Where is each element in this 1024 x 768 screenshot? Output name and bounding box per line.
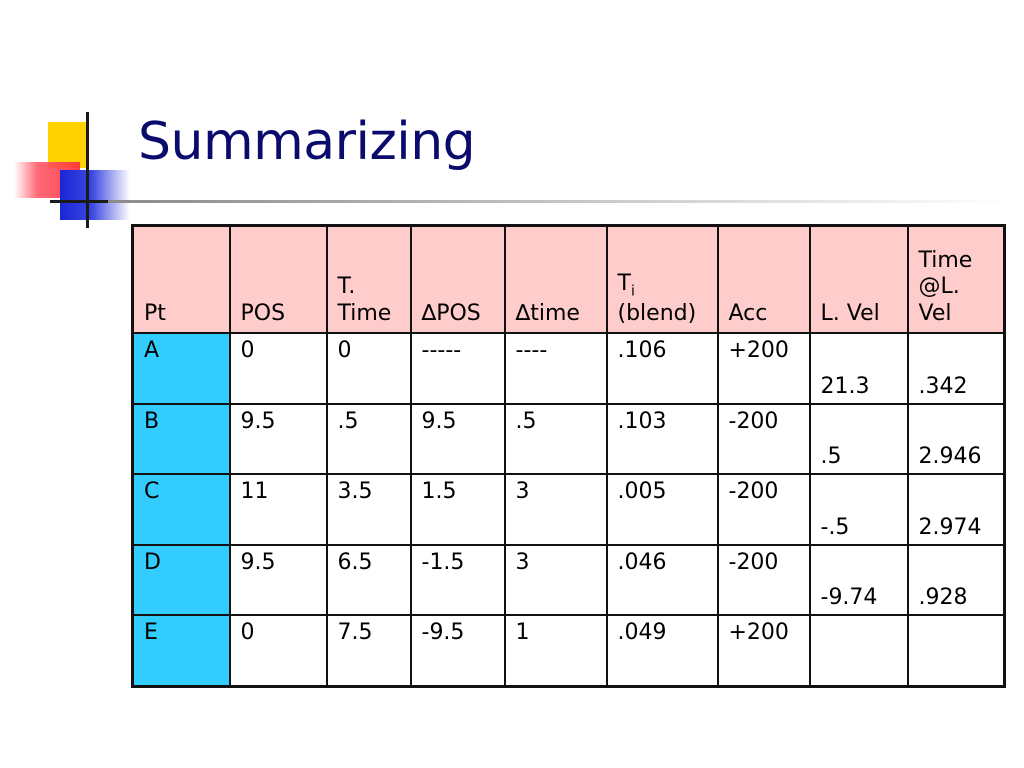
cell-time-at-l-vel: .342 bbox=[906, 332, 1006, 405]
header-t-time: T. Time bbox=[325, 224, 412, 334]
cell-delta-time: .5 bbox=[503, 402, 608, 476]
cell-delta-time: 3 bbox=[503, 543, 608, 617]
cell-delta-pos: -1.5 bbox=[409, 543, 506, 617]
cell-pt: E bbox=[131, 614, 231, 688]
cell-delta-time: 1 bbox=[503, 614, 608, 688]
header-time-at-l-vel: Time @L. Vel bbox=[906, 224, 1006, 334]
table-row: A 0 0 ----- ---- .106 +200 21.3 .342 bbox=[131, 332, 1006, 405]
cell-pos: 9.5 bbox=[228, 543, 328, 617]
vertical-rule-decoration bbox=[86, 112, 89, 228]
cell-delta-time: 3 bbox=[503, 473, 608, 546]
cell-acc: +200 bbox=[716, 614, 811, 688]
cell-delta-pos: ----- bbox=[409, 332, 506, 405]
table-row: B 9.5 .5 9.5 .5 .103 -200 .5 2.946 bbox=[131, 402, 1006, 476]
cell-time-at-l-vel: .928 bbox=[906, 543, 1006, 617]
header-pos: POS bbox=[228, 224, 328, 334]
cell-ti-blend: .103 bbox=[605, 402, 719, 476]
yellow-square-decoration bbox=[48, 122, 88, 168]
cell-pt: B bbox=[131, 402, 231, 476]
header-time-at-l-vel-line2: @L. bbox=[918, 274, 960, 300]
cell-t-time: 6.5 bbox=[325, 543, 412, 617]
cell-t-time: 0 bbox=[325, 332, 412, 405]
header-ti-main: T bbox=[617, 271, 631, 297]
cell-delta-pos: 9.5 bbox=[409, 402, 506, 476]
cell-ti-blend: .005 bbox=[605, 473, 719, 546]
cell-l-vel: .5 bbox=[808, 402, 909, 476]
header-time-at-l-vel-line1: Time bbox=[918, 247, 973, 273]
cell-pt: C bbox=[131, 473, 231, 546]
header-row: Pt POS T. Time ∆POS ∆time Ti (blend) Acc… bbox=[131, 224, 1006, 334]
cell-l-vel: -.5 bbox=[808, 473, 909, 546]
cell-ti-blend: .046 bbox=[605, 543, 719, 617]
cell-l-vel: 21.3 bbox=[808, 332, 909, 405]
header-time-at-l-vel-line3: Vel bbox=[918, 300, 952, 326]
table-row: D 9.5 6.5 -1.5 3 .046 -200 -9.74 .928 bbox=[131, 543, 1006, 617]
header-delta-time: ∆time bbox=[503, 224, 608, 334]
header-acc: Acc bbox=[716, 224, 811, 334]
horizontal-rule-dark-decoration bbox=[50, 200, 130, 203]
title-underline bbox=[108, 200, 1010, 203]
cell-ti-blend: .049 bbox=[605, 614, 719, 688]
cell-acc: -200 bbox=[716, 473, 811, 546]
table-row: C 11 3.5 1.5 3 .005 -200 -.5 2.974 bbox=[131, 473, 1006, 546]
cell-pos: 11 bbox=[228, 473, 328, 546]
cell-pos: 0 bbox=[228, 332, 328, 405]
cell-t-time: .5 bbox=[325, 402, 412, 476]
cell-time-at-l-vel: 2.946 bbox=[906, 402, 1006, 476]
header-t-time-line2: Time bbox=[337, 300, 392, 326]
cell-acc: +200 bbox=[716, 332, 811, 405]
cell-l-vel: -9.74 bbox=[808, 543, 909, 617]
header-ti-blend: Ti (blend) bbox=[605, 224, 719, 334]
cell-time-at-l-vel: 2.974 bbox=[906, 473, 1006, 546]
cell-pos: 9.5 bbox=[228, 402, 328, 476]
cell-ti-blend: .106 bbox=[605, 332, 719, 405]
cell-time-at-l-vel bbox=[906, 614, 1006, 688]
cell-delta-time: ---- bbox=[503, 332, 608, 405]
blue-square-decoration bbox=[60, 170, 130, 220]
summary-table: Pt POS T. Time ∆POS ∆time Ti (blend) Acc… bbox=[131, 224, 1006, 688]
cell-pt: A bbox=[131, 332, 231, 405]
header-ti-line: Ti bbox=[618, 271, 709, 300]
cell-pt: D bbox=[131, 543, 231, 617]
cell-delta-pos: 1.5 bbox=[409, 473, 506, 546]
cell-t-time: 7.5 bbox=[325, 614, 412, 688]
header-l-vel: L. Vel bbox=[808, 224, 909, 334]
header-delta-pos: ∆POS bbox=[409, 224, 506, 334]
cell-t-time: 3.5 bbox=[325, 473, 412, 546]
cell-acc: -200 bbox=[716, 543, 811, 617]
cell-acc: -200 bbox=[716, 402, 811, 476]
cell-pos: 0 bbox=[228, 614, 328, 688]
cell-delta-pos: -9.5 bbox=[409, 614, 506, 688]
cell-l-vel bbox=[808, 614, 909, 688]
slide-title: Summarizing bbox=[138, 112, 476, 172]
table-row: E 0 7.5 -9.5 1 .049 +200 bbox=[131, 614, 1006, 688]
header-t-time-line1: T. bbox=[337, 274, 356, 300]
header-ti-blend-line: (blend) bbox=[617, 300, 697, 326]
header-ti-sub: i bbox=[630, 283, 635, 300]
header-pt: Pt bbox=[131, 224, 231, 334]
